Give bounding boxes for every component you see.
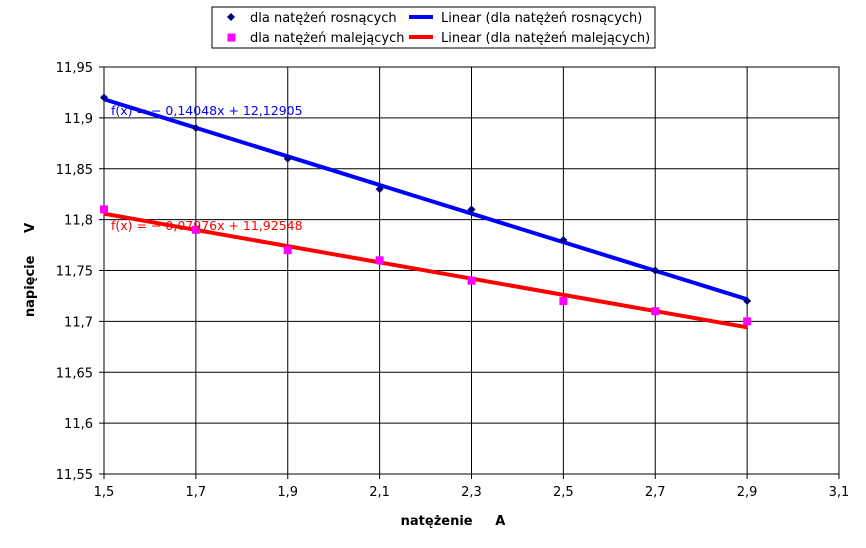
- point-series-2: [743, 317, 752, 326]
- point-series-1: [100, 93, 108, 102]
- y-tick-label: 11,6: [64, 417, 93, 432]
- y-tick-label: 11,9: [64, 112, 93, 127]
- y-tick-label: 11,7: [64, 315, 93, 330]
- data-points: [100, 93, 752, 326]
- trendlines: [103, 97, 748, 330]
- trendline-1: [103, 97, 748, 302]
- y-tick-label: 11,85: [56, 163, 93, 178]
- point-series-1: [743, 297, 752, 306]
- point-series-2: [191, 225, 200, 234]
- point-series-2: [651, 307, 660, 316]
- y-axis-ticks: 11,95 11,9 11,85 11,8 11,75 11,7 11,65 11,6 11,5…: [56, 61, 104, 483]
- legend-square-marker: [227, 33, 236, 42]
- point-series-1: [375, 185, 384, 194]
- point-series-2: [375, 256, 384, 265]
- x-tick-label: 2,7: [645, 485, 666, 500]
- legend-frame: [211, 6, 656, 49]
- grid: [104, 67, 839, 474]
- y-tick-label: 11,65: [56, 366, 93, 381]
- y-tick-label: 11,8: [64, 214, 93, 229]
- x-tick-label: 1,7: [186, 485, 207, 500]
- legend: dla natężeń rosnących dla natężeń maleją…: [211, 6, 656, 49]
- legend-label-series-2: dla natężeń malejących: [250, 31, 405, 46]
- point-series-1: [283, 154, 292, 163]
- x-tick-label: 2,9: [737, 485, 758, 500]
- x-tick-label: 1,9: [277, 485, 298, 500]
- legend-diamond-marker: [227, 13, 235, 21]
- point-series-1: [191, 124, 200, 133]
- legend-label-trend-1: Linear (dla natężeń rosnących): [441, 11, 642, 26]
- point-series-1: [559, 235, 568, 244]
- x-tick-label: 1,5: [94, 485, 115, 500]
- x-axis-ticks: 1,5 1,7 1,9 2,1 2,3 2,5 2,7 2,9 3,1: [94, 474, 850, 500]
- trendline-2: [103, 211, 748, 330]
- x-tick-label: 3,1: [829, 485, 850, 500]
- legend-label-trend-2: Linear (dla natężeń malejących): [441, 31, 650, 46]
- x-tick-label: 2,3: [461, 485, 482, 500]
- equation-series-1: f(x) = − 0,14048x + 12,12905: [111, 103, 303, 118]
- point-series-1: [651, 266, 660, 275]
- point-series-2: [467, 276, 476, 285]
- point-series-2: [283, 246, 292, 255]
- y-axis-title: napięcie V: [23, 223, 38, 317]
- equation-series-2: f(x) = − 0,07976x + 11,92548: [111, 218, 303, 233]
- point-series-1: [467, 205, 476, 214]
- x-axis-title: natężenie A: [401, 514, 506, 529]
- point-series-2: [559, 297, 568, 306]
- x-tick-label: 2,5: [553, 485, 574, 500]
- y-tick-label: 11,95: [56, 61, 93, 76]
- y-tick-label: 11,75: [56, 265, 93, 280]
- x-tick-label: 2,1: [369, 485, 390, 500]
- plot-area: 1,5 1,7 1,9 2,1 2,3 2,5 2,7 2,9 3,1 11,9511,911,…: [56, 61, 850, 500]
- legend-label-series-1: dla natężeń rosnących: [250, 11, 397, 26]
- point-series-2: [100, 205, 108, 214]
- y-tick-label: 11,55: [56, 468, 93, 483]
